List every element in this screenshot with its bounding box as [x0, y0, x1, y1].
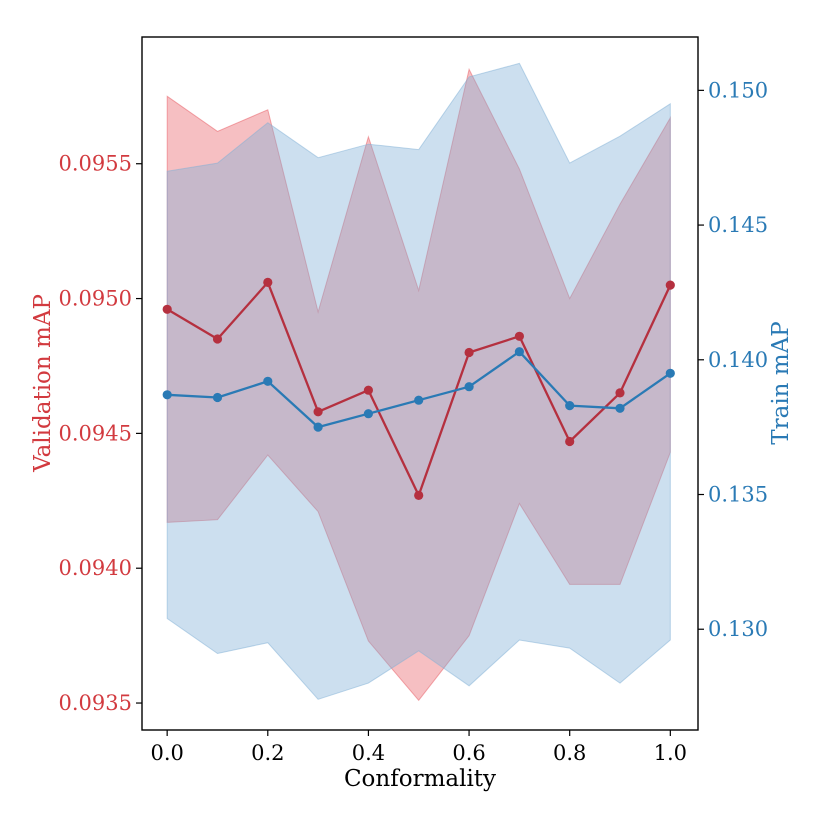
point-validation — [162, 304, 172, 314]
plot-frame — [141, 36, 699, 731]
band-train — [166, 62, 671, 700]
right-y-tick-label: 0.135 — [708, 483, 768, 507]
point-train — [363, 409, 373, 419]
left-y-axis-label: Validation mAP — [30, 294, 56, 473]
x-axis: 0.0 0.2 0.4 0.6 0.8 1.0 — [150, 730, 687, 765]
left-y-tick-label: 0.0955 — [59, 152, 132, 176]
point-train — [313, 422, 323, 432]
x-tick-label: 0.2 — [251, 741, 284, 765]
point-validation — [363, 385, 373, 395]
left-y-tick-label: 0.0950 — [59, 287, 132, 311]
left-y-tick-label: 0.0945 — [59, 421, 132, 445]
right-y-tick-label: 0.150 — [708, 78, 768, 102]
left-y-tick-label: 0.0935 — [59, 691, 132, 715]
point-validation — [313, 407, 323, 417]
right-y-tick-label: 0.140 — [708, 348, 768, 372]
x-tick-label: 0.0 — [150, 741, 183, 765]
right-y-tick-label: 0.145 — [708, 213, 768, 237]
confidence-bands — [166, 62, 671, 702]
point-validation — [414, 490, 424, 500]
right-y-axis: 0.130 0.135 0.140 0.145 0.150 — [698, 78, 768, 641]
x-tick-label: 1.0 — [654, 741, 687, 765]
left-y-tick-label: 0.0940 — [59, 556, 132, 580]
point-train — [615, 403, 625, 413]
point-train — [162, 390, 172, 400]
left-y-axis: 0.0935 0.0940 0.0945 0.0950 0.0955 — [59, 152, 142, 715]
point-train — [565, 401, 575, 411]
point-validation — [565, 436, 575, 447]
point-validation — [615, 388, 625, 398]
point-validation — [263, 277, 273, 287]
x-tick-label: 0.6 — [452, 741, 485, 765]
point-train — [665, 368, 675, 378]
point-validation — [665, 280, 675, 290]
point-train — [514, 347, 525, 357]
x-axis-label: Conformality — [344, 766, 496, 792]
point-train — [464, 382, 474, 392]
point-train — [414, 395, 424, 405]
x-tick-label: 0.4 — [352, 741, 385, 765]
series-points — [162, 277, 675, 500]
point-train — [263, 376, 273, 386]
right-y-axis-label: Train mAP — [768, 321, 794, 444]
point-train — [212, 392, 223, 403]
right-y-tick-label: 0.130 — [708, 617, 768, 641]
point-validation — [514, 331, 525, 341]
point-validation — [212, 334, 223, 344]
x-tick-label: 0.8 — [553, 741, 586, 765]
point-validation — [464, 347, 474, 358]
